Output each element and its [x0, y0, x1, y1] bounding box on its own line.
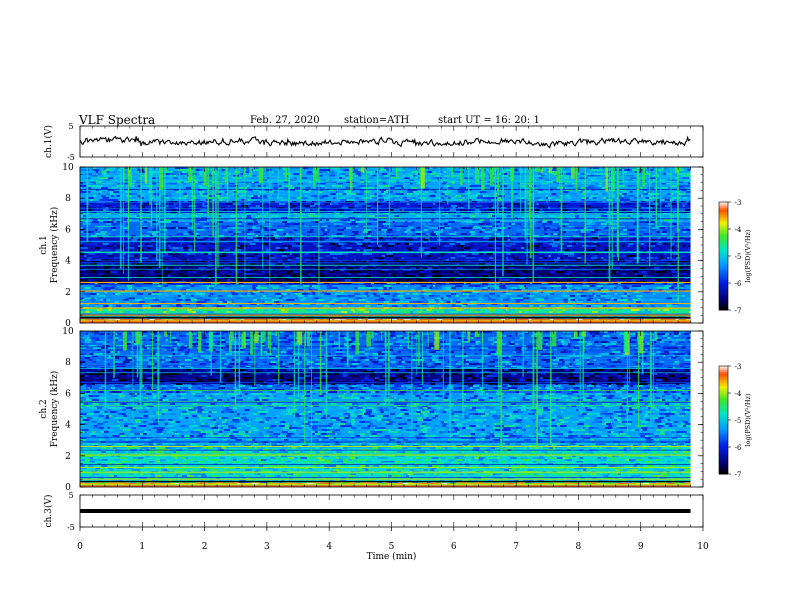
- x-tick-label-7: 7: [513, 542, 519, 552]
- ch2-spectrogram-colorbar-tick-0: -3: [735, 363, 742, 371]
- station-label: station=ATH: [344, 115, 410, 126]
- x-tick-label-4: 4: [326, 542, 332, 552]
- ch1-waveform-ytick-0: 5: [68, 122, 73, 131]
- ch1-spectrogram-colorbar-tick-4: -7: [735, 307, 742, 315]
- ch1-spectrogram-ylabel-channel: ch.1: [39, 235, 49, 254]
- ch1-spectrogram-ytick-4: 2: [65, 288, 71, 298]
- x-tick-label-6: 6: [451, 542, 457, 552]
- ch2-spectrogram-colorbar-tick-3: -6: [735, 444, 742, 452]
- ch1-spectrogram-colorbar: -3 -4 -5 -6 -7 log(PSD)(V²/Hz): [718, 199, 752, 315]
- ch1-waveform-ytick-1: -5: [67, 153, 75, 162]
- ch1-spectrogram-colorbar-tick-2: -5: [735, 253, 742, 261]
- ch1-spectrogram-colorbar-label: log(PSD)(V²/Hz): [744, 229, 752, 282]
- x-tick-label-5: 5: [389, 542, 395, 552]
- ch1-spectrogram-ylabel-frequency: Frequency (kHz): [49, 207, 60, 284]
- x-tick-label-3: 3: [264, 542, 270, 552]
- x-axis-label: Time (min): [367, 551, 417, 562]
- ch3-waveform-ytick-1: -5: [67, 523, 75, 532]
- ch1-waveform-ylabel: ch.1(V): [43, 125, 54, 158]
- ch2-spectrogram-colorbar-label: log(PSD)(V²/Hz): [744, 393, 752, 446]
- ch2-spectrogram-ytick-0: 10: [62, 327, 74, 337]
- ch1-spectrogram-ytick-1: 8: [65, 194, 71, 204]
- figure-title: VLF Spectra: [79, 113, 156, 127]
- date-label: Feb. 27, 2020: [250, 115, 320, 126]
- ch2-spectrogram-ylabel-channel: ch.2: [39, 399, 49, 418]
- ch1-spectrogram-band-1: [80, 307, 691, 319]
- ch2-spectrogram-ytick-1: 8: [65, 358, 71, 368]
- ch2-spectrogram-ytick-3: 4: [65, 421, 71, 431]
- ch1-spectrogram-colorbar-tick-1: -4: [735, 226, 742, 234]
- ch2-spectrogram-ylabel-frequency: Frequency (kHz): [49, 371, 60, 448]
- ch2-spectrogram-colorbar-tick-1: -4: [735, 390, 742, 398]
- ch2-spectrogram-image: [80, 331, 691, 487]
- ch2-spectrogram-ytick-5: 0: [65, 483, 71, 493]
- ch2-spectrogram-colorbar-tick-4: -7: [735, 471, 742, 479]
- ch2-spectrogram-ytick-2: 6: [65, 389, 71, 399]
- ch1-spectrogram-colorbar-tick-3: -6: [735, 280, 742, 288]
- x-tick-label-2: 2: [202, 542, 208, 552]
- x-tick-label-8: 8: [576, 542, 582, 552]
- ch3-waveform-ylabel: ch.3(V): [43, 495, 54, 528]
- x-tick-label-1: 1: [139, 542, 145, 552]
- ch1-spectrogram-colorbar-tick-0: -3: [735, 199, 742, 207]
- ch1-spectrogram-ytick-0: 10: [62, 163, 74, 173]
- ch1-waveform-trace: [79, 135, 691, 149]
- ch1-spectrogram-ytick-3: 4: [65, 257, 71, 267]
- ch2-spectrogram-colorbar: -3 -4 -5 -6 -7 log(PSD)(V²/Hz): [718, 363, 752, 479]
- ch3-waveform-ytick-0: 5: [68, 491, 73, 500]
- ch1-spectrogram-ytick-5: 0: [65, 319, 71, 329]
- ch1-spectrogram-ytick-2: 6: [65, 225, 71, 235]
- x-tick-label-9: 9: [638, 542, 644, 552]
- ch2-spectrogram-ytick-4: 2: [65, 452, 71, 462]
- x-tick-label-0: 0: [77, 542, 83, 552]
- x-tick-label-10: 10: [697, 542, 709, 552]
- start-time-label: start UT = 16: 20: 1: [438, 115, 540, 126]
- ch2-spectrogram-colorbar-tick-2: -5: [735, 417, 742, 425]
- ch1-spectrogram-image: [80, 167, 691, 323]
